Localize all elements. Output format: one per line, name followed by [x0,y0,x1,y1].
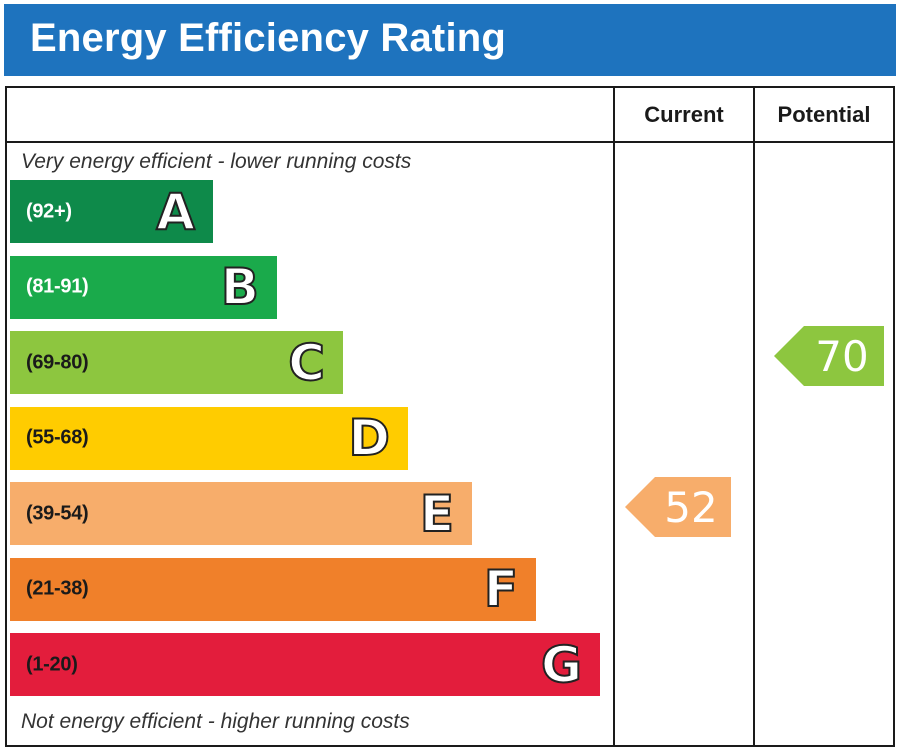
band-d: (55-68) D [10,406,408,470]
band-letter-label: E [419,484,455,543]
band-letter-label: F [483,560,519,618]
current-rating-value: 52 [664,482,718,532]
band-letter-label: A [155,182,196,241]
column-header-potential: Potential [777,102,871,127]
current-arrow-shape [625,477,731,537]
band-e: (39-54) E [10,482,472,545]
note-top: Very energy efficient - lower running co… [21,150,412,173]
band-range-label: (21-38) [26,577,89,600]
band-a: (92+) A [10,180,213,243]
band-c: (69-80) C [10,331,343,394]
divider-potential [753,88,755,745]
band-g: (1-20) G [10,633,600,696]
band-range-label: (1-20) [26,653,78,675]
band-f: (21-38) F [10,557,536,621]
divider-current [613,88,615,745]
potential-rating-value: 70 [815,331,869,381]
band-letter-label: C [287,333,326,392]
band-range-label: (39-54) [26,502,89,524]
band-range-label: (69-80) [26,351,89,373]
potential-rating-arrow: 70 [774,326,884,386]
note-bottom: Not energy efficient - higher running co… [21,710,410,733]
band-letter-label: D [347,409,390,467]
current-rating-arrow: 52 [625,477,731,537]
potential-arrow-shape [774,326,884,386]
band-range-label: (92+) [26,200,72,222]
rating-table: Current Potential Very energy efficient … [5,86,895,747]
title-bar: Energy Efficiency Rating [4,4,896,76]
band-b: (81-91) B [10,255,277,319]
header-divider [7,141,893,143]
band-letter-label: B [220,258,260,316]
band-letter-label: G [540,635,583,694]
band-range-label: (81-91) [26,275,89,298]
chart-title: Energy Efficiency Rating [30,16,507,60]
band-range-label: (55-68) [26,426,89,449]
column-header-current: Current [644,102,724,127]
